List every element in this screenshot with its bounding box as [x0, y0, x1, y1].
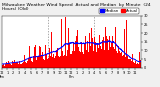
Legend: Median, Actual: Median, Actual [99, 8, 139, 14]
Text: Milwaukee Weather Wind Speed  Actual and Median  by Minute  (24 Hours) (Old): Milwaukee Weather Wind Speed Actual and … [2, 3, 150, 11]
